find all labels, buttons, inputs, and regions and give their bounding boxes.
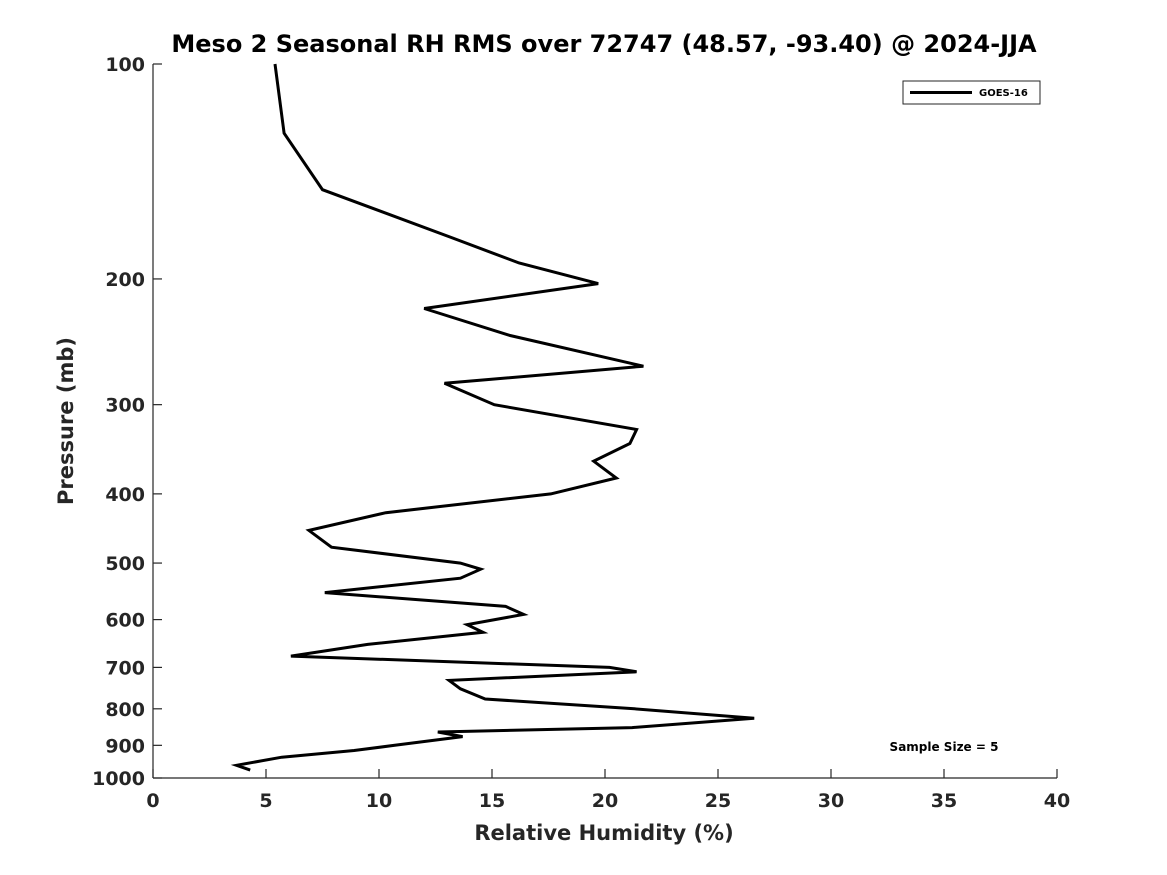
series-layer <box>230 63 755 772</box>
y-axis-label: Pressure (mb) <box>54 337 78 505</box>
sample-size-annotation: Sample Size = 5 <box>890 740 999 754</box>
y-tick-label: 500 <box>105 553 145 575</box>
y-tick-label: 800 <box>105 699 145 721</box>
y-tick-label: 600 <box>105 610 145 632</box>
x-tick-label: 20 <box>592 790 618 812</box>
y-tick-label: 700 <box>105 657 145 679</box>
y-tick-label: 100 <box>105 54 145 76</box>
x-tick-label: 30 <box>818 790 844 812</box>
legend-label: GOES-16 <box>979 88 1028 99</box>
plot-area: 0 5 10 15 20 25 30 35 40 100 200 300 400 500 600 700 80… <box>92 54 1070 812</box>
y-tick-label: 400 <box>105 484 145 506</box>
x-tick-label: 35 <box>931 790 957 812</box>
x-tick-label: 25 <box>705 790 731 812</box>
x-tick-label: 40 <box>1044 790 1070 812</box>
chart-title: Meso 2 Seasonal RH RMS over 72747 (48.57… <box>171 30 1037 58</box>
legend: GOES-16 <box>902 80 1041 105</box>
y-tick-label: 200 <box>105 269 145 291</box>
x-ticks: 0 5 10 15 20 25 30 35 40 <box>146 769 1070 812</box>
y-ticks: 100 200 300 400 500 600 700 800 900 1000 <box>92 54 162 790</box>
x-tick-label: 0 <box>146 790 159 812</box>
x-axis-label: Relative Humidity (%) <box>474 821 733 845</box>
y-tick-label: 300 <box>105 395 145 417</box>
x-tick-label: 5 <box>259 790 272 812</box>
y-tick-label: 900 <box>105 735 145 757</box>
x-tick-label: 15 <box>479 790 505 812</box>
series-line-goes-16 <box>230 63 755 772</box>
y-tick-label: 1000 <box>92 768 145 790</box>
x-tick-label: 10 <box>366 790 392 812</box>
